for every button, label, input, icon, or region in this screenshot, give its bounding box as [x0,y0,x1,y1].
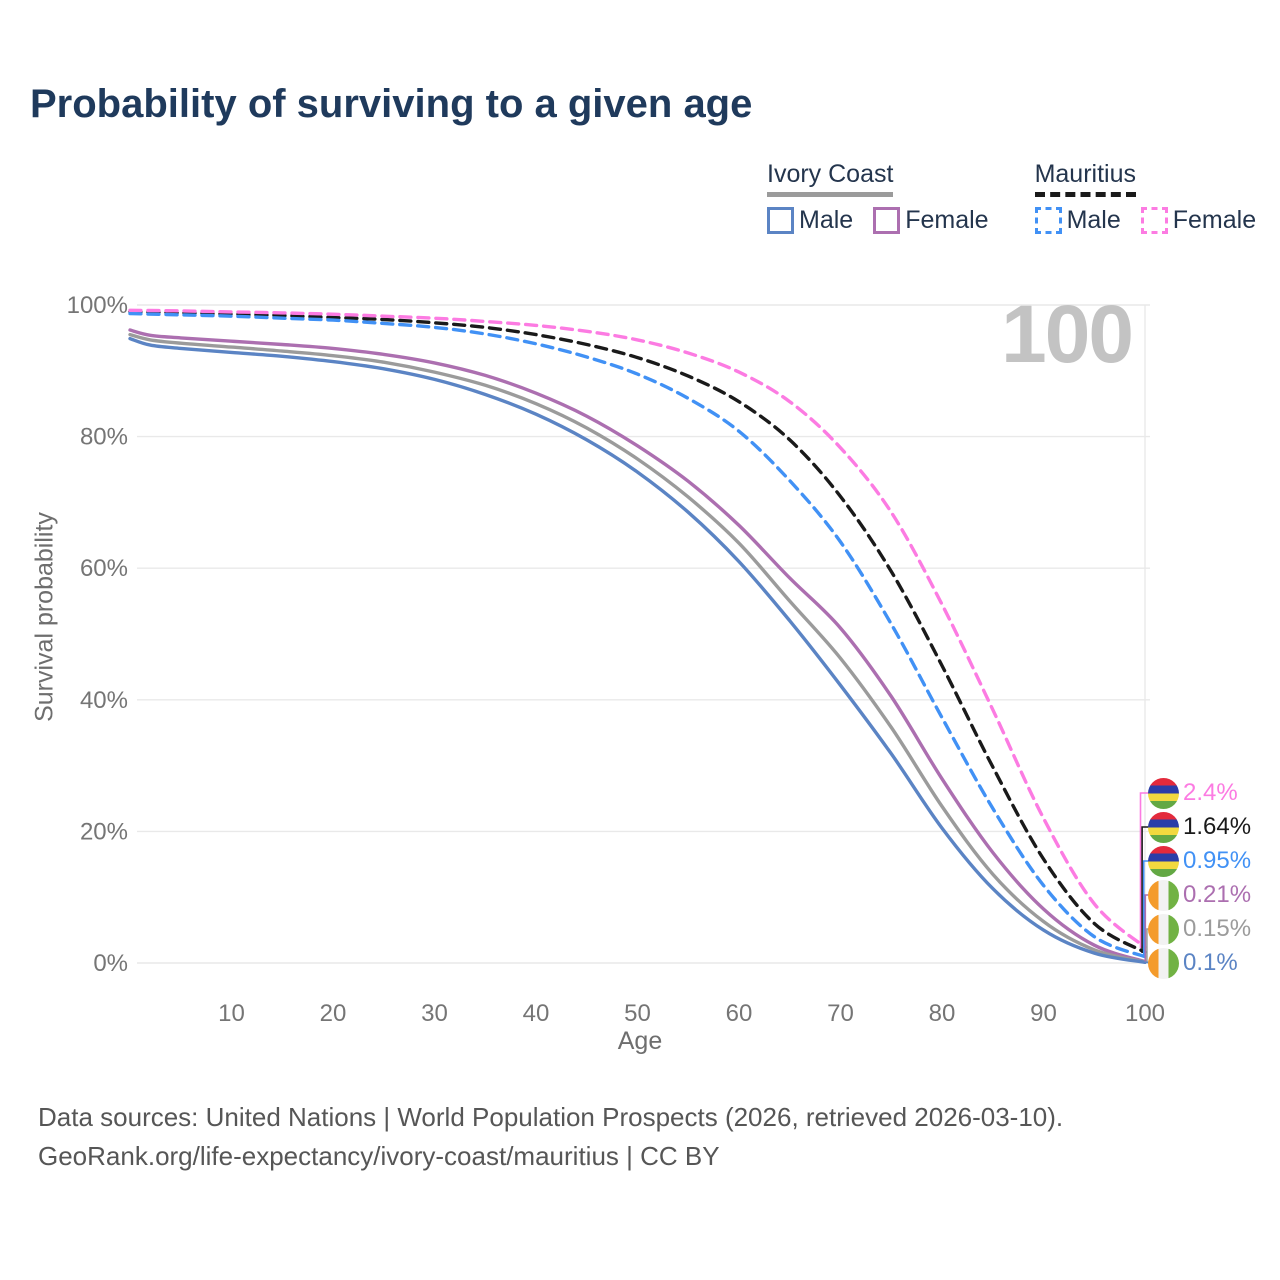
curve-ivory_coast_female [128,328,1147,964]
footer-attribution: GeoRank.org/life-expectancy/ivory-coast/… [38,1141,720,1171]
dashed-blue-swatch-icon [1034,206,1062,234]
legend-item-label: Male [799,205,854,234]
legend-item-mauritius-male: Male [1034,205,1121,235]
y-tick-label: 80% [80,424,128,451]
x-tick-label: 80 [929,1000,956,1027]
solid-purple-swatch-icon [873,206,901,234]
x-tick-label: 10 [218,1000,245,1027]
x-tick-label: 50 [624,1000,651,1027]
age-100-watermark: 100 [1001,289,1134,380]
y-tick-label: 20% [80,818,128,845]
page-title: Probability of surviving to a given age [30,82,753,126]
legend-group-mauritius: Mauritius Male Female [1034,160,1257,235]
end-label-connector [1145,961,1150,964]
legend-item-label: Female [905,205,989,234]
legend-title-ivory-coast: Ivory Coast [767,160,894,197]
legend-item-mauritius-female: Female [1140,205,1257,235]
legend-item-label: Female [1172,205,1257,234]
y-axis-title: Survival probability [30,512,59,722]
footer-data-sources: Data sources: United Nations | World Pop… [38,1102,1064,1132]
x-tick-label: 60 [726,1000,753,1027]
curve-ivory_coast_both [128,332,1147,964]
y-tick-label: 60% [80,555,128,582]
x-tick-label: 30 [421,1000,448,1027]
legend-group-ivory-coast: Ivory Coast Male Female [767,160,989,235]
x-tick-label: 20 [320,1000,347,1027]
x-tick-label: 90 [1030,1000,1057,1027]
legend-title-mauritius: Mauritius [1034,160,1136,197]
y-tick-label: 0% [93,950,128,977]
dashed-pink-swatch-icon [1140,206,1168,234]
x-tick-label: 100 [1125,1000,1165,1027]
legend-item-label: Male [1066,205,1121,234]
chart-legend: Ivory Coast Male Female Mauritius Male [767,160,1256,235]
curve-mauritius_both [128,309,1147,954]
x-axis-title: Age [617,1027,663,1055]
legend-item-ivory-coast-female: Female [873,205,989,235]
solid-blue-swatch-icon [767,206,794,234]
y-tick-label: 40% [80,687,128,714]
footer: Data sources: United Nations | World Pop… [38,1098,1063,1176]
curve-mauritius_male [128,311,1147,959]
y-tick-label: 100% [67,292,128,319]
curve-ivory_coast_male [128,336,1147,964]
legend-item-ivory-coast-male: Male [767,206,853,235]
curve-mauritius_female [128,308,1147,949]
end-label-connector [1142,860,1150,958]
x-tick-label: 40 [523,1000,550,1027]
x-tick-label: 70 [827,1000,854,1027]
